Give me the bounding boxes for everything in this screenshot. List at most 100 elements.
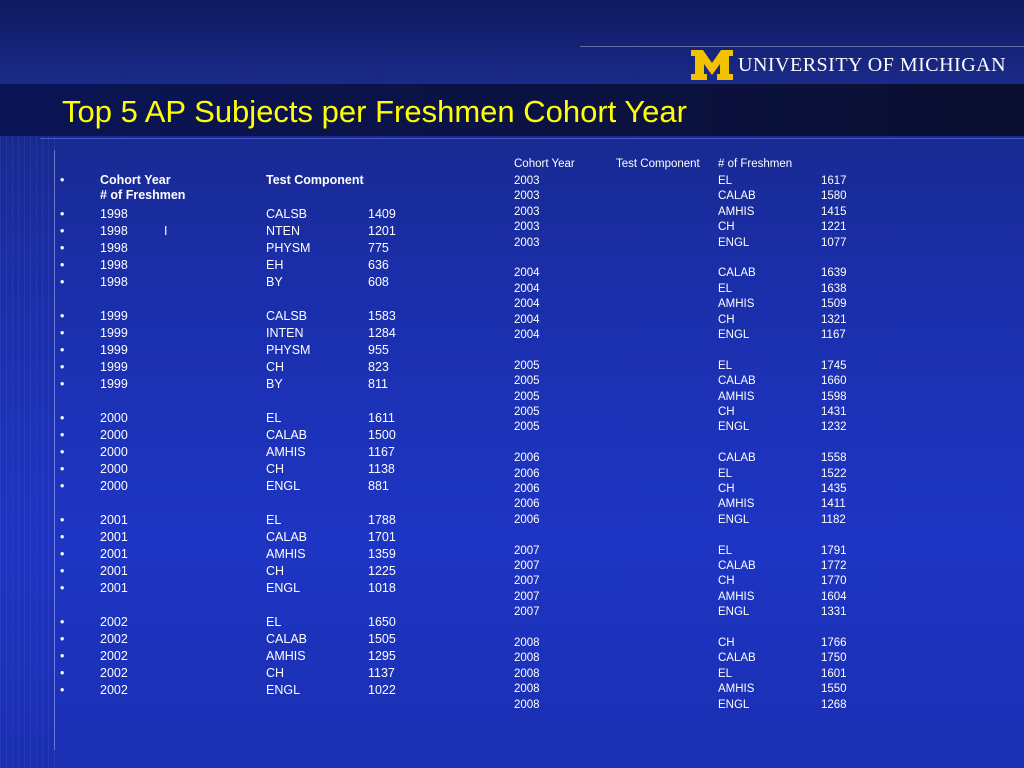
cohort-year: 1999 xyxy=(100,343,128,357)
freshmen-count: 1167 xyxy=(368,445,395,459)
test-component: CH xyxy=(718,313,735,326)
test-component: AMHIS xyxy=(718,298,755,311)
cohort-year: 1998 xyxy=(100,258,128,272)
bullet: • xyxy=(60,632,65,646)
test-component: CH xyxy=(266,360,285,374)
cohort-year-extra: I xyxy=(164,224,168,238)
content-divider xyxy=(54,150,55,750)
cohort-year: 2005 xyxy=(514,421,540,434)
test-component: CH xyxy=(266,666,285,680)
cohort-year: 2007 xyxy=(514,560,540,572)
cohort-year: 2004 xyxy=(514,282,540,295)
test-component: CH xyxy=(718,406,735,418)
freshmen-count: 1221 xyxy=(821,221,847,234)
bullet: • xyxy=(60,649,65,663)
freshmen-count: 1268 xyxy=(821,698,847,711)
freshmen-count: 1550 xyxy=(821,683,847,696)
test-component: EL xyxy=(718,359,733,372)
bullet: • xyxy=(60,445,65,459)
cohort-year: 2004 xyxy=(514,267,540,280)
title-divider xyxy=(40,138,1024,139)
cohort-year: 1998 xyxy=(100,224,128,238)
test-component: ENGL xyxy=(266,479,301,493)
test-component: ENGL xyxy=(718,421,750,434)
cohort-year: 2000 xyxy=(100,479,128,493)
test-component: CALSB xyxy=(266,207,307,221)
freshmen-count: 1617 xyxy=(821,175,847,187)
test-component: CH xyxy=(266,564,285,578)
title-band xyxy=(0,84,1024,136)
cohort-year: 2006 xyxy=(514,513,540,526)
cohort-year: 2007 xyxy=(514,606,540,619)
test-component: AMHIS xyxy=(718,498,755,511)
cohort-year: 2002 xyxy=(100,683,128,697)
freshmen-count: 811 xyxy=(368,377,388,391)
bullet: • xyxy=(60,343,65,357)
test-component: CALAB xyxy=(718,190,756,203)
cohort-year: 1999 xyxy=(100,377,128,391)
freshmen-count: 1583 xyxy=(368,309,396,323)
freshmen-count: 1167 xyxy=(821,329,846,341)
cohort-year: 2004 xyxy=(514,298,540,311)
block-m-icon xyxy=(691,50,733,80)
bullet: • xyxy=(60,275,65,289)
test-component: EL xyxy=(266,513,282,527)
bullet: • xyxy=(60,224,65,238)
freshmen-count: 1611 xyxy=(368,411,395,425)
cohort-year: 2002 xyxy=(100,666,128,680)
test-component: EH xyxy=(266,258,284,272)
cohort-year: 2003 xyxy=(514,205,540,218)
page-title: Top 5 AP Subjects per Freshmen Cohort Ye… xyxy=(62,94,687,129)
cohort-year: 1998 xyxy=(100,275,128,289)
freshmen-count: 881 xyxy=(368,479,389,493)
cohort-year: 2008 xyxy=(514,652,540,665)
test-component: CALAB xyxy=(718,652,756,665)
header-divider xyxy=(580,46,1024,47)
test-component: AMHIS xyxy=(266,547,306,561)
cohort-year: 2008 xyxy=(514,637,540,649)
test-component: CH xyxy=(266,462,285,476)
cohort-year: 1998 xyxy=(100,241,128,255)
freshmen-count: 1639 xyxy=(821,267,847,280)
right-header-row: Cohort Year Test Component # of Freshmen xyxy=(514,158,834,173)
cohort-year: 2002 xyxy=(100,649,128,663)
test-component: CALAB xyxy=(718,452,756,465)
test-component: CALAB xyxy=(718,560,756,572)
freshmen-count: 1701 xyxy=(368,530,396,544)
test-component: EL xyxy=(718,282,733,295)
test-component: AMHIS xyxy=(718,390,755,403)
test-component: ENGL xyxy=(718,513,750,526)
cohort-year: 2002 xyxy=(100,615,128,629)
test-component: CALAB xyxy=(718,375,756,388)
right-header-test-component: Test Component xyxy=(616,158,700,170)
cohort-year: 2007 xyxy=(514,544,540,557)
test-component: EL xyxy=(718,667,733,680)
cohort-year: 1999 xyxy=(100,360,128,374)
freshmen-count: 1638 xyxy=(821,282,847,295)
bullet: • xyxy=(60,581,65,595)
freshmen-count: 1509 xyxy=(821,298,847,311)
test-component: CH xyxy=(718,575,735,588)
freshmen-count: 608 xyxy=(368,275,389,289)
cohort-year: 2004 xyxy=(514,313,540,326)
freshmen-count: 1359 xyxy=(368,547,396,561)
test-component: AMHIS xyxy=(266,445,306,459)
freshmen-count: 1522 xyxy=(821,467,847,480)
cohort-year: 2001 xyxy=(100,547,128,561)
freshmen-count: 1022 xyxy=(368,683,396,697)
freshmen-count: 1772 xyxy=(821,560,847,572)
logo-text: UNIVERSITY OF MICHIGAN xyxy=(738,53,1007,76)
freshmen-count: 1331 xyxy=(821,606,847,619)
test-component: INTEN xyxy=(266,326,304,340)
freshmen-count: 1745 xyxy=(821,359,847,372)
test-component: ENGL xyxy=(266,581,301,595)
bullet: • xyxy=(60,173,65,187)
freshmen-count: 1225 xyxy=(368,564,396,578)
freshmen-count: 1766 xyxy=(821,637,847,649)
freshmen-count: 1077 xyxy=(821,236,847,249)
bullet: • xyxy=(60,326,65,340)
test-component: CALSB xyxy=(266,309,307,323)
test-component: ENGL xyxy=(718,606,750,619)
freshmen-count: 1409 xyxy=(368,207,396,221)
cohort-year: 2005 xyxy=(514,406,540,418)
